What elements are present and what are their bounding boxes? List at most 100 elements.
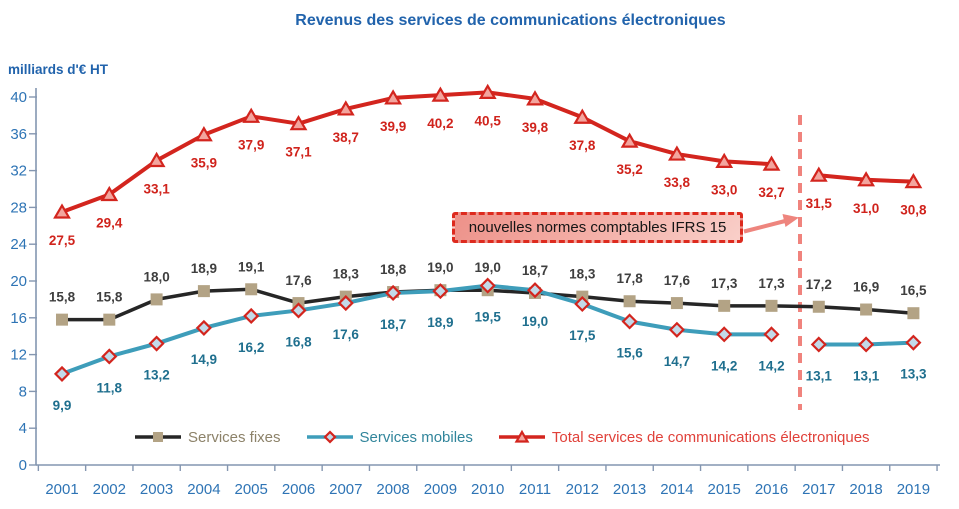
chart-title: Revenus des services de communications é…: [295, 12, 726, 29]
data-point-marker-triangle: [573, 108, 592, 124]
legend-item-services-mobiles: Services mobiles: [306, 428, 473, 446]
data-point-marker-diamond: [195, 319, 212, 336]
data-label-fixes: 17,2: [806, 277, 832, 292]
legend-item-services-fixes: Services fixes: [135, 429, 281, 446]
year-label: 2003: [140, 481, 173, 498]
data-point-marker-triangle: [53, 203, 71, 219]
data-label-mobiles: 14,9: [191, 352, 217, 367]
data-label-fixes: 16,9: [853, 280, 879, 295]
series-total: 27,5 29,4 33,1 35,9 37,9 37,1 38,7 39,9 40,2 40,5…: [49, 83, 927, 248]
data-point-marker-square: [907, 307, 920, 320]
data-label-mobiles: 14,7: [664, 354, 690, 369]
data-point-marker-square: [150, 293, 163, 306]
data-point-marker-square: [245, 283, 258, 296]
y-axis-tick-label: 40: [10, 89, 27, 106]
data-label-total: 33,1: [143, 181, 170, 196]
data-point-marker-triangle: [620, 132, 639, 148]
data-point-marker-triangle: [904, 172, 923, 189]
data-point-marker-triangle: [514, 429, 530, 443]
data-label-mobiles: 18,9: [427, 315, 453, 330]
data-label-fixes: 18,7: [522, 263, 548, 278]
data-point-marker-diamond: [905, 334, 922, 351]
data-point-marker-square: [153, 432, 163, 442]
data-label-mobiles: 13,2: [143, 368, 169, 383]
data-label-mobiles: 19,5: [475, 310, 502, 325]
chart-legend: Services fixes Services mobiles Total se…: [135, 428, 870, 446]
data-point-marker-square: [56, 313, 68, 326]
data-label-mobiles: 19,0: [522, 314, 548, 329]
data-point-marker-triangle: [289, 114, 308, 131]
y-axis-tick-label: 4: [19, 420, 27, 437]
data-point-marker-triangle: [100, 185, 119, 202]
data-label-fixes: 15,8: [49, 290, 76, 305]
year-label: 2012: [566, 481, 599, 498]
y-axis-tick-label: 28: [10, 199, 27, 216]
data-label-fixes: 18,8: [380, 262, 407, 277]
data-point-marker-triangle: [336, 100, 355, 116]
year-label: 2014: [660, 481, 693, 498]
data-label-total: 39,8: [522, 120, 549, 135]
year-label: 2008: [376, 481, 409, 498]
data-label-fixes: 16,5: [900, 283, 927, 298]
data-point-marker-square: [103, 313, 116, 326]
data-label-total: 33,0: [711, 182, 737, 197]
data-label-mobiles: 14,2: [711, 358, 737, 373]
series-line-total: [60, 90, 774, 214]
data-point-marker-square: [860, 303, 873, 316]
data-point-marker-diamond: [148, 335, 165, 352]
data-label-mobiles: 16,8: [285, 334, 312, 349]
y-axis-tick-label: 12: [10, 347, 27, 364]
services-mobiles-legend-marker-icon: [306, 430, 353, 444]
data-label-mobiles: 9,9: [53, 398, 72, 413]
data-point-marker-diamond: [810, 336, 827, 353]
data-point-marker-diamond: [385, 284, 402, 302]
data-label-fixes: 18,9: [191, 261, 217, 276]
data-point-marker-square: [718, 299, 731, 312]
data-point-marker-triangle: [667, 145, 686, 161]
data-label-mobiles: 17,6: [333, 327, 360, 342]
data-label-mobiles: 13,3: [900, 367, 927, 382]
data-label-mobiles: 17,5: [569, 328, 596, 343]
data-label-total: 32,7: [758, 185, 784, 200]
data-point-marker-diamond: [763, 326, 780, 343]
data-point-marker-diamond: [432, 283, 449, 300]
data-label-total: 35,2: [616, 162, 642, 177]
data-label-total: 35,9: [191, 156, 217, 171]
y-axis-tick-label: 8: [19, 383, 27, 400]
legend-label-services-fixes: Services fixes: [188, 428, 281, 446]
data-label-mobiles: 16,2: [238, 340, 264, 355]
data-label-total: 40,2: [427, 116, 453, 131]
data-point-marker-square: [623, 295, 636, 308]
data-point-marker-diamond: [716, 326, 733, 343]
ifrs15-annotation-text: nouvelles normes comptables IFRS 15: [468, 219, 727, 236]
data-label-total: 33,8: [664, 175, 691, 190]
data-point-marker-triangle: [715, 152, 734, 168]
year-label: 2019: [897, 481, 930, 498]
data-point-marker-triangle: [147, 151, 166, 168]
data-point-marker-triangle: [384, 89, 403, 105]
legend-label-total: Total services de communications électro…: [551, 428, 870, 446]
annotation-arrow-line: [743, 218, 788, 234]
data-label-mobiles: 11,8: [97, 380, 123, 395]
data-point-marker-diamond: [101, 348, 118, 365]
total-services-legend-marker-icon: [498, 429, 545, 443]
data-point-marker-diamond: [574, 295, 591, 313]
year-label: 2002: [93, 481, 126, 498]
year-label: 2011: [519, 481, 551, 498]
legend-label-services-mobiles: Services mobiles: [359, 428, 473, 446]
y-axis-tick-label: 36: [10, 126, 27, 143]
year-label: 2013: [613, 481, 646, 498]
year-label: 2007: [329, 481, 362, 498]
data-label-fixes: 19,1: [238, 259, 265, 274]
data-label-total: 40,5: [475, 113, 502, 128]
data-point-marker-triangle: [762, 155, 781, 171]
series-line-mobiles: [60, 283, 774, 376]
data-point-marker-square: [765, 299, 778, 312]
data-point-marker-triangle: [431, 86, 450, 102]
data-label-total: 37,1: [285, 145, 312, 160]
year-label: 2009: [424, 481, 457, 498]
data-point-marker-square: [197, 285, 210, 298]
data-label-total: 29,4: [96, 216, 123, 231]
annotation-arrow-head-icon: [782, 214, 799, 227]
data-point-marker-diamond: [290, 302, 307, 319]
